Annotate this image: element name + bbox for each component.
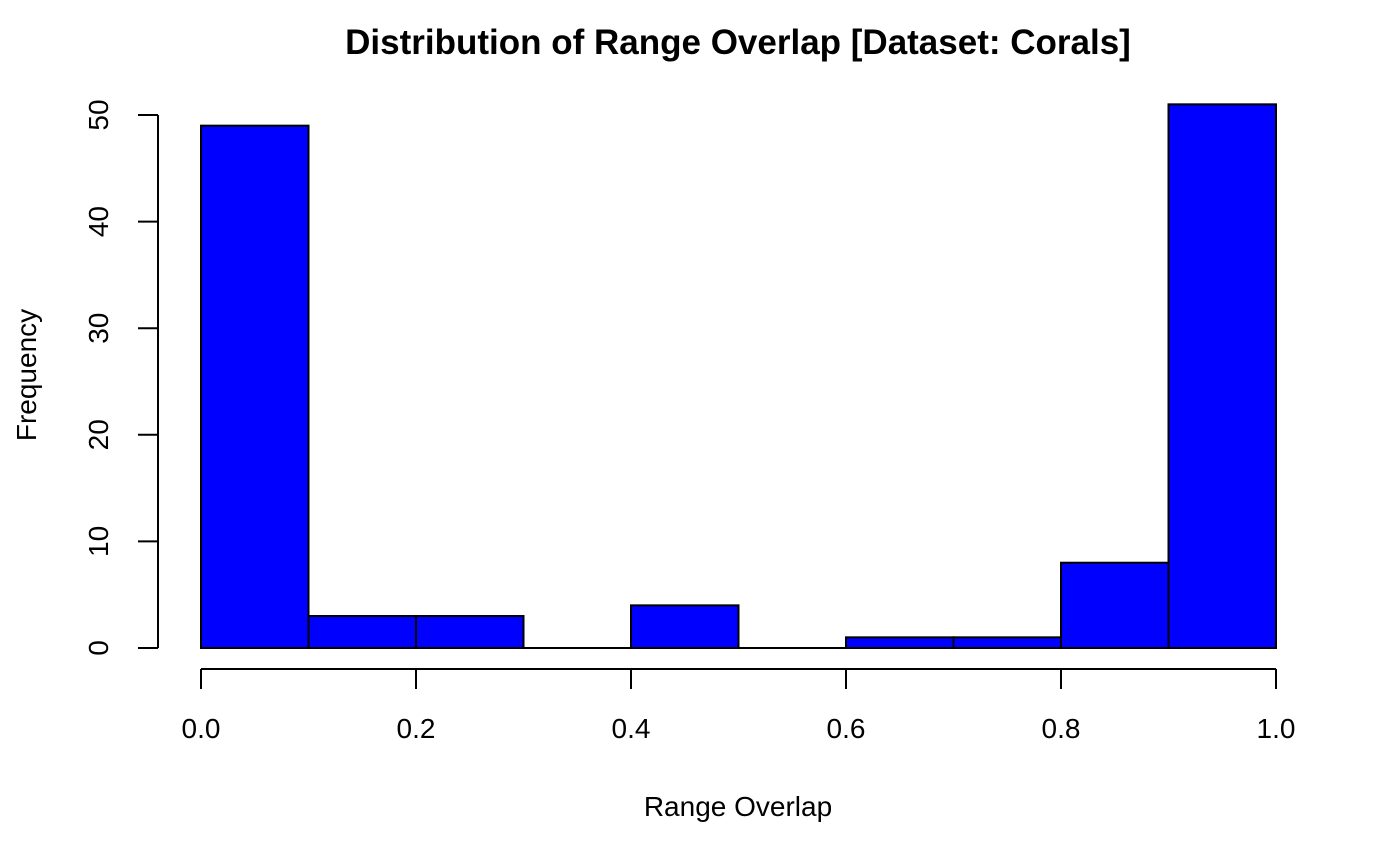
x-axis-label: Range Overlap (644, 791, 832, 822)
x-tick-label: 0.8 (1042, 713, 1081, 744)
chart-title: Distribution of Range Overlap [Dataset: … (345, 23, 1131, 62)
y-tick-label: 10 (83, 526, 114, 557)
y-tick-label: 40 (83, 206, 114, 237)
y-axis: 0 10 20 30 40 50 (83, 99, 159, 656)
histogram-bar-2 (415, 615, 525, 650)
histogram-bar-0 (200, 124, 310, 650)
x-tick-label: 0.2 (397, 713, 436, 744)
y-axis-label: Frequency (11, 309, 42, 441)
y-tick-label: 30 (83, 313, 114, 344)
y-tick-label: 20 (83, 419, 114, 450)
y-tick-label: 50 (83, 99, 114, 130)
histogram-bar-6 (845, 636, 955, 650)
x-tick-label: 0.0 (182, 713, 221, 744)
x-tick-label: 0.4 (612, 713, 651, 744)
x-axis: 0.0 0.2 0.4 0.6 0.8 1.0 (182, 668, 1296, 744)
x-tick-label: 0.6 (827, 713, 866, 744)
bars-group (200, 103, 1277, 650)
histogram-bar-1 (307, 615, 417, 650)
x-tick-label: 1.0 (1257, 713, 1296, 744)
histogram-bar-8 (1060, 561, 1170, 649)
y-tick-label: 0 (83, 640, 114, 656)
histogram-bar-4 (630, 604, 740, 649)
histogram-bar-7 (952, 636, 1062, 650)
histogram-bar-9 (1167, 103, 1277, 649)
